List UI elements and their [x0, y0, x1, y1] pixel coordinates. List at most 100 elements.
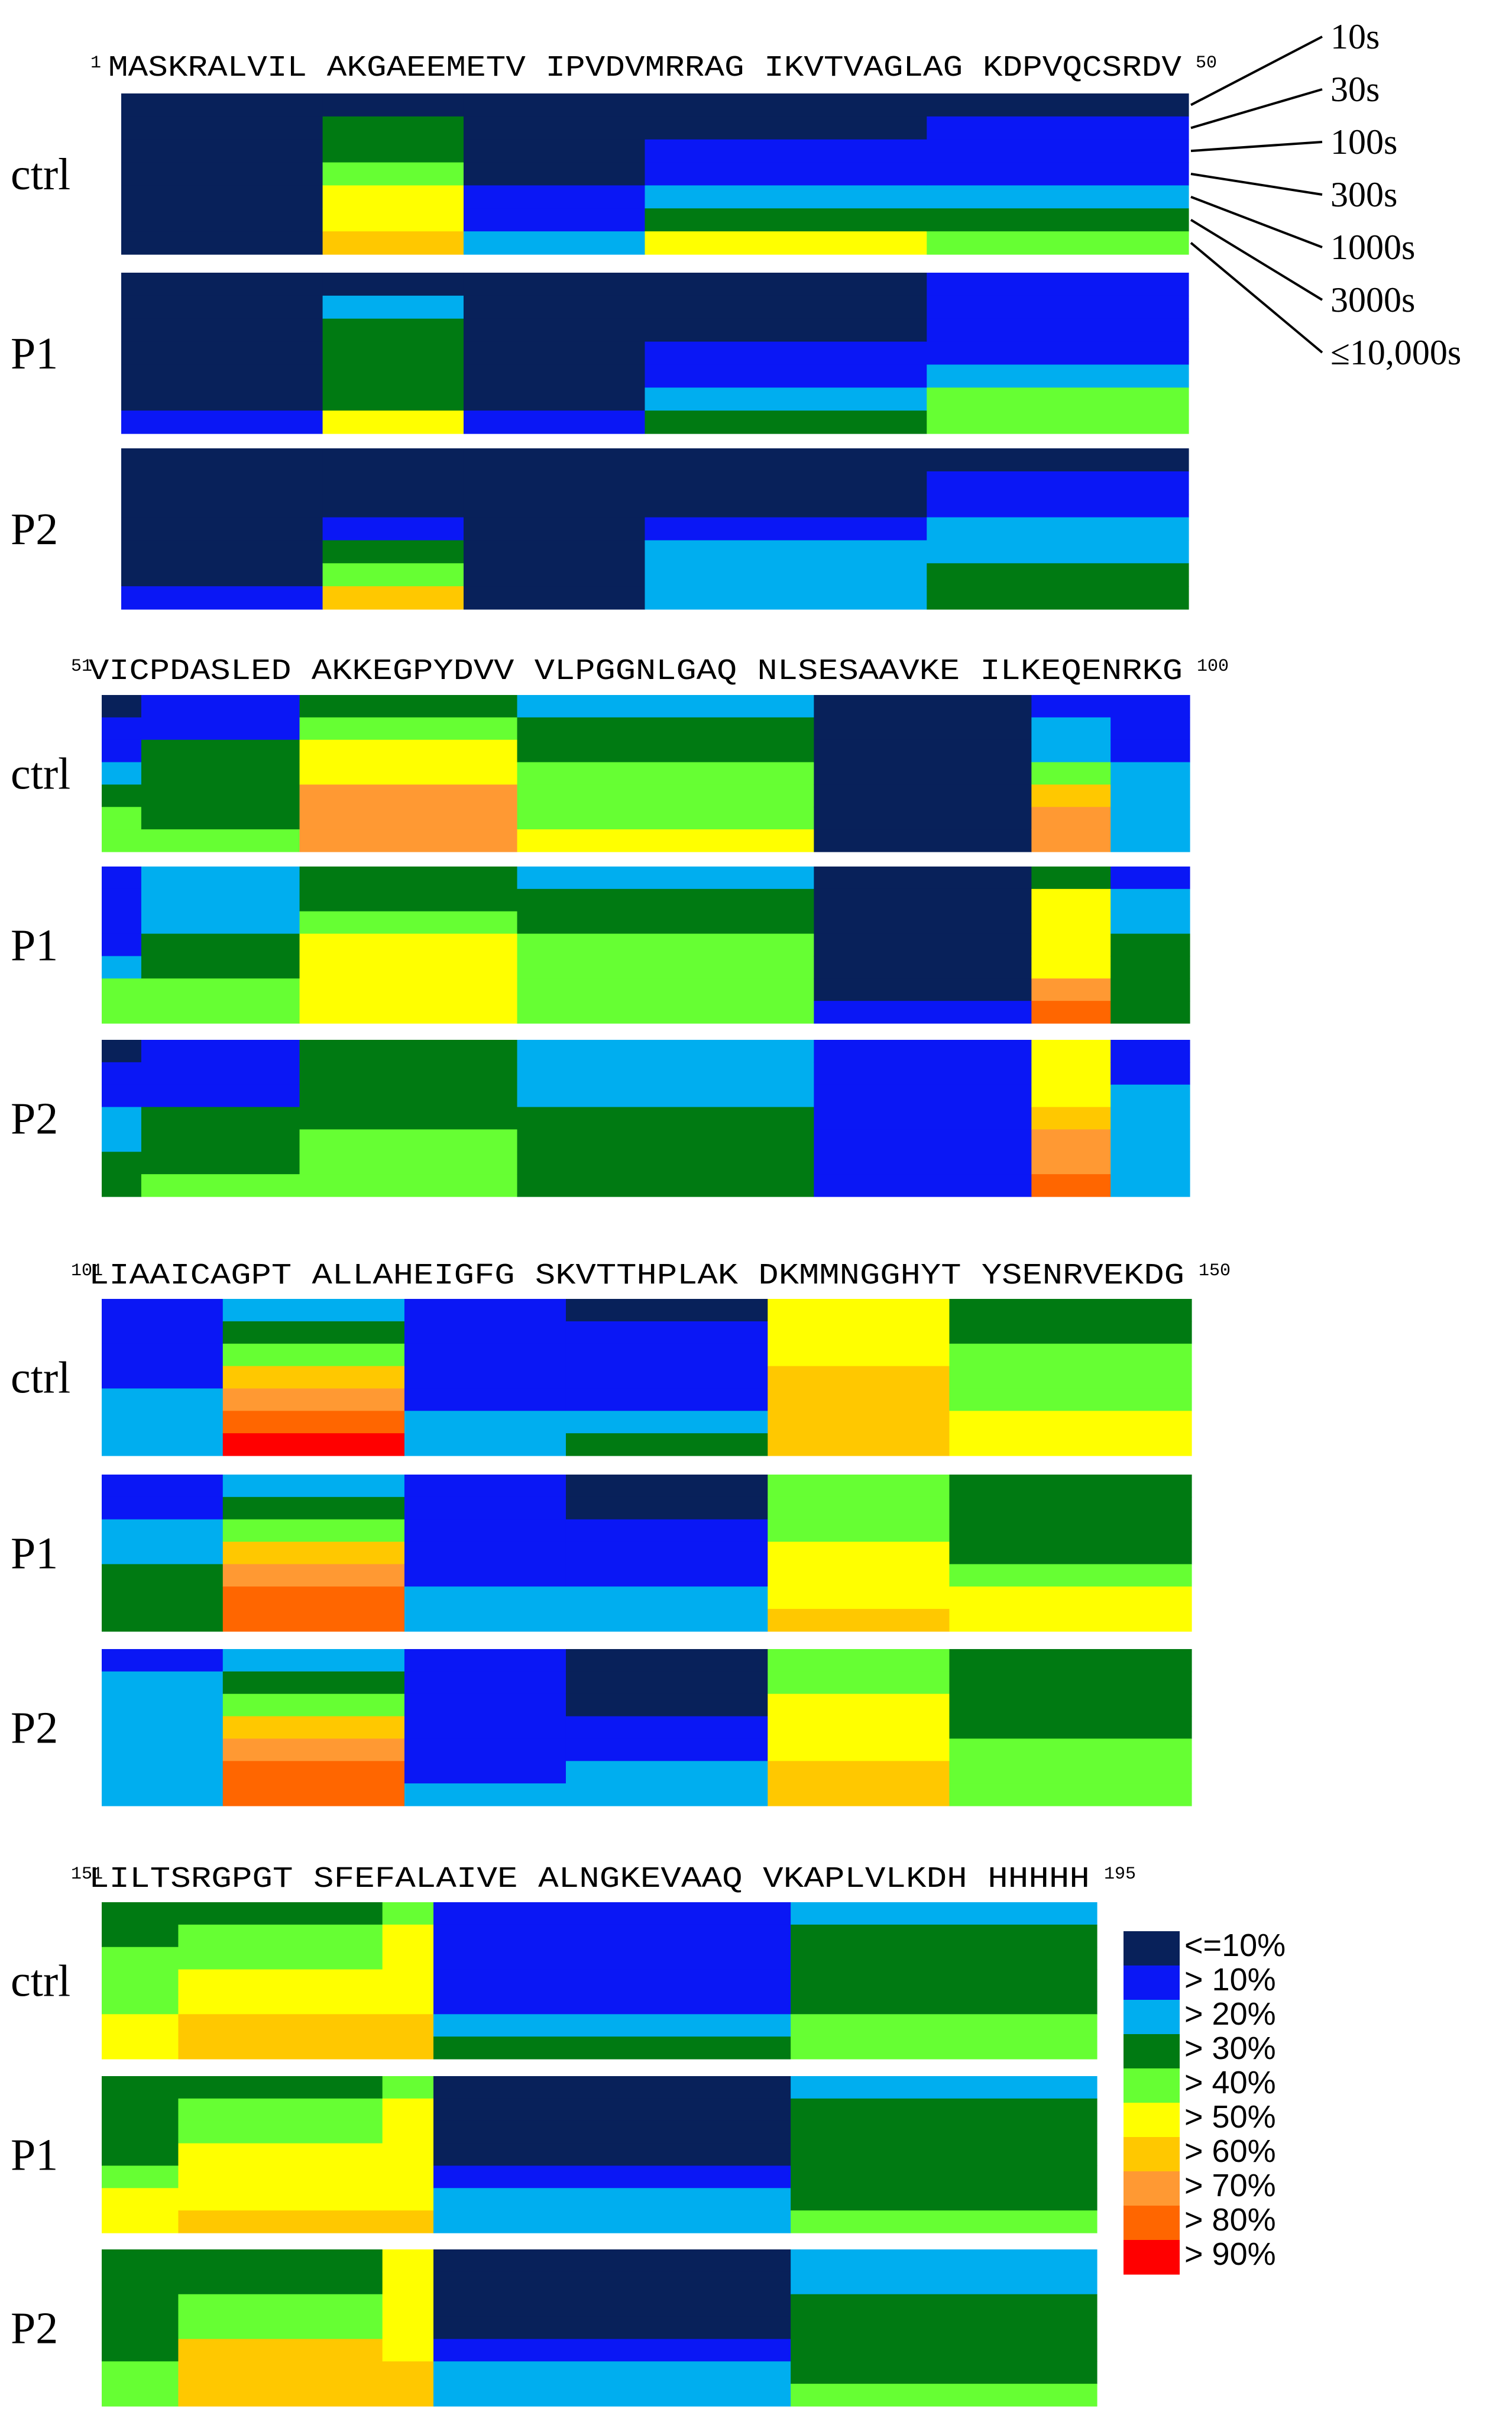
heatmap-cell: [299, 867, 518, 890]
heatmap-cell: [463, 517, 646, 541]
heatmap-cell: [222, 1693, 405, 1717]
heatmap-cell: [768, 1609, 950, 1632]
heatmap-cell: [299, 762, 518, 785]
heatmap-cell: [927, 448, 1189, 472]
heatmap-cell: [382, 2143, 434, 2167]
heatmap-cell: [102, 2294, 179, 2317]
heatmap-cell: [121, 273, 323, 296]
heatmap-cell: [814, 867, 1032, 890]
heatmap-cell: [102, 1433, 224, 1456]
heatmap-cell: [949, 1343, 1192, 1367]
heatmap-cell: [121, 208, 323, 232]
heatmap-cell: [791, 1969, 1097, 1993]
legend-label: > 40%: [1184, 2065, 1276, 2100]
heatmap-cell: [121, 517, 323, 541]
heatmap-cell: [102, 2384, 179, 2407]
heatmap-cell: [178, 2036, 383, 2060]
heatmap-cell: [645, 273, 927, 296]
heatmap-cell: [1031, 1129, 1111, 1152]
heatmap-cell: [382, 2361, 434, 2384]
heatmap-cell: [382, 2316, 434, 2340]
heatmap-cell: [565, 1693, 768, 1717]
heatmap-cell: [102, 1299, 224, 1322]
sequence-label: MASKRALVIL AKGAEEMETV IPVDVMRRAG IKVTVAG…: [108, 51, 1181, 85]
heatmap-cell: [463, 139, 646, 163]
heatmap-cell: [299, 1129, 518, 1152]
heatmap-cell: [102, 807, 142, 830]
heatmap-cell: [102, 956, 142, 979]
heatmap-cell: [404, 1366, 566, 1389]
heatmap-cell: [178, 1992, 383, 2015]
residue-start-number: 51: [71, 657, 92, 677]
heatmap-cell: [565, 1761, 768, 1784]
heatmap-cell: [1110, 1062, 1190, 1085]
heatmap-cell: [178, 2165, 383, 2188]
heatmap-cell: [463, 364, 646, 388]
heatmap-cell: [433, 2249, 791, 2272]
heatmap-cell: [404, 1388, 566, 1411]
heatmap-cell: [1110, 978, 1190, 1001]
heatmap-cell: [1110, 888, 1190, 912]
heatmap-cell: [178, 1947, 383, 1970]
heatmap-cell: [121, 139, 323, 163]
heatmap-cell: [178, 1924, 383, 1948]
heatmap-cell: [1110, 1040, 1190, 1063]
heatmap-cell: [645, 139, 927, 163]
heatmap-cell: [791, 2188, 1097, 2211]
legend-swatch: [1124, 2206, 1180, 2241]
heatmap-cell: [121, 318, 323, 342]
heatmap-cell: [463, 185, 646, 209]
heatmap-cell: [178, 2271, 383, 2295]
heatmap-cell: [791, 2120, 1097, 2144]
heatmap-cell: [517, 956, 814, 979]
heatmap-cell: [178, 2339, 383, 2362]
heatmap-cell: [322, 410, 464, 434]
legend-label: > 10%: [1184, 1962, 1276, 1997]
heatmap-cell: [102, 2076, 179, 2099]
heatmap-cell: [222, 1671, 405, 1695]
heatmap-cell: [1110, 1129, 1190, 1152]
timepoint-leader-line: [1190, 173, 1323, 196]
heatmap-cell: [791, 2316, 1097, 2340]
heatmap-cell: [791, 2098, 1097, 2122]
heatmap-cell: [299, 978, 518, 1001]
heatmap-cell: [433, 2165, 791, 2188]
heatmap-cell: [121, 448, 323, 472]
heatmap-cell: [768, 1388, 950, 1411]
heatmap-cell: [433, 2316, 791, 2340]
heatmap-cell: [299, 888, 518, 912]
heatmap-cell: [1031, 1107, 1111, 1130]
heatmap-cell: [141, 1107, 300, 1130]
heatmap-cell: [927, 93, 1189, 117]
residue-start-number: 1: [90, 53, 101, 73]
heatmap-cell: [645, 295, 927, 319]
heatmap-cell: [404, 1586, 566, 1609]
heatmap-cell: [517, 1084, 814, 1108]
heatmap-cell: [102, 1343, 224, 1367]
legend-swatch: [1124, 2171, 1180, 2206]
heatmap-cell: [102, 1564, 224, 1587]
heatmap-cell: [102, 1924, 179, 1948]
heatmap-cell: [463, 162, 646, 186]
heatmap-cell: [141, 1152, 300, 1175]
heatmap-cell: [404, 1475, 566, 1498]
heatmap-cell: [382, 2120, 434, 2144]
heatmap-cell: [1031, 1001, 1111, 1024]
heatmap-cell: [102, 1152, 142, 1175]
heatmap-cell: [645, 231, 927, 255]
heatmap-cell: [102, 1902, 179, 1925]
heatmap-cell: [791, 2014, 1097, 2037]
row-label-P1: P1: [11, 329, 58, 379]
heatmap-cell: [565, 1433, 768, 1456]
timepoint-label: 3000s: [1330, 280, 1415, 319]
heatmap-cell: [222, 1411, 405, 1434]
heatmap-cell: [791, 2384, 1097, 2407]
heatmap-cell: [433, 2036, 791, 2060]
heatmap-cell: [102, 1001, 142, 1024]
timepoint-label: 100s: [1330, 122, 1397, 161]
heatmap-cell: [927, 208, 1189, 232]
heatmap-cell: [645, 563, 927, 587]
heatmap-cell: [102, 829, 142, 852]
heatmap-cell: [645, 162, 927, 186]
heatmap-cell: [382, 2076, 434, 2099]
